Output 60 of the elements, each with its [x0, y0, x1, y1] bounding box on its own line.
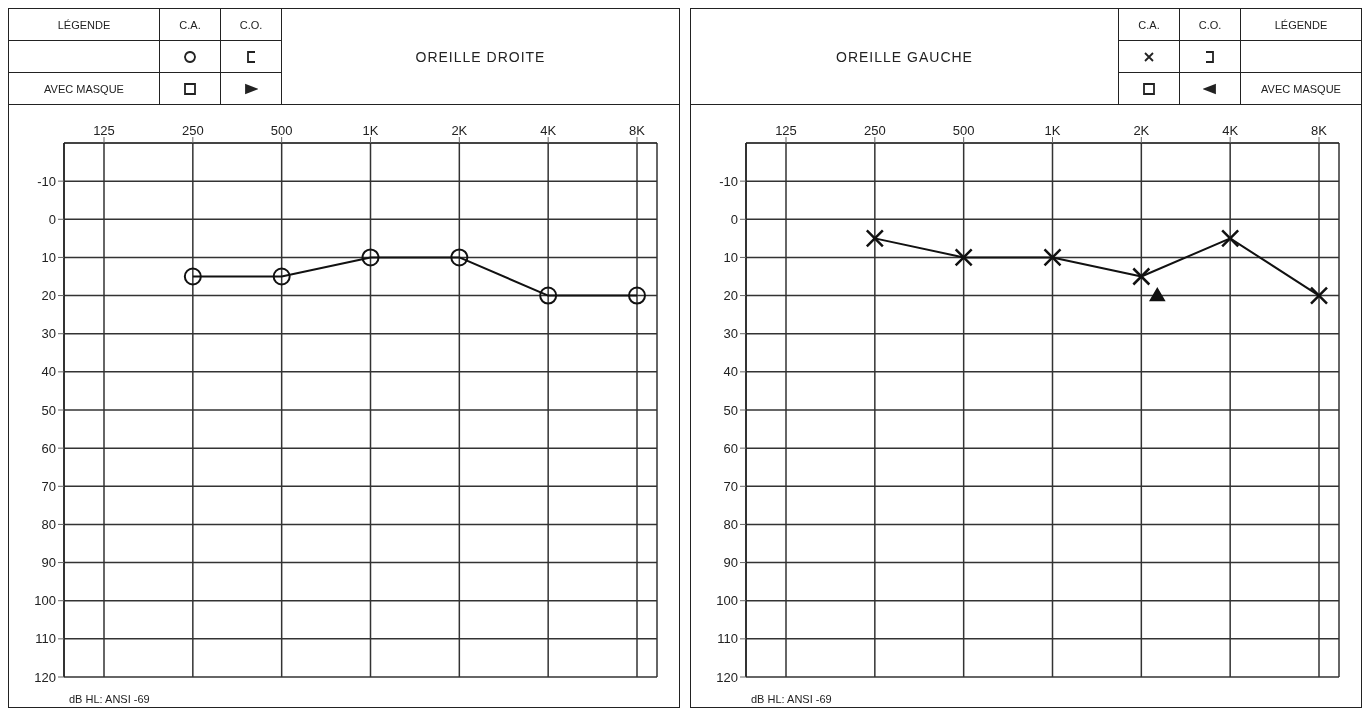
y-tick-label: 60 — [723, 440, 738, 456]
y-tick-label: 10 — [41, 250, 56, 266]
point — [183, 267, 202, 286]
y-tick-label: 10 — [723, 250, 738, 266]
point — [272, 267, 291, 286]
y-tick-label: 0 — [48, 211, 56, 227]
y-tick-label: 60 — [41, 440, 56, 456]
text: LÉGENDE — [1273, 17, 1329, 33]
text: C.A. — [1119, 9, 1180, 40]
y-tick-label: 90 — [723, 555, 738, 571]
text: dB HL: ANSI -69 — [69, 693, 150, 705]
point — [628, 286, 646, 305]
y-tick-label: 30 — [41, 326, 56, 342]
x-tick-label: 500 — [952, 123, 975, 138]
y-tick-label: 70 — [723, 478, 738, 494]
x-tick-label: 500 — [270, 123, 293, 138]
y-tick-label: 90 — [41, 555, 56, 571]
text: C.O. — [1180, 9, 1241, 40]
y-tick-label: 80 — [723, 517, 738, 533]
x-tick-label: 2K — [1133, 123, 1150, 138]
point — [361, 248, 380, 267]
text: C.A. — [160, 9, 221, 40]
x-tick-label: 125 — [93, 123, 115, 138]
y-tick-label: 110 — [35, 631, 56, 647]
text: C.O. — [238, 17, 264, 33]
x-tick-label: 1K — [362, 123, 379, 138]
x-tick-label: 8K — [1311, 123, 1328, 138]
x-tick-label: 4K — [1222, 123, 1239, 138]
chart-title: OREILLE DROITE — [414, 47, 547, 67]
y-tick-label: 50 — [723, 402, 738, 418]
y-tick-label: -10 — [37, 173, 56, 189]
y-tick-label: 100 — [716, 593, 738, 609]
x-tick-label: 1K — [1044, 123, 1061, 138]
y-tick-label: 100 — [34, 593, 56, 609]
text: AVEC MASQUE — [9, 73, 160, 104]
x-tick-label: 125 — [775, 123, 797, 138]
x-tick-label: 4K — [540, 123, 557, 138]
y-tick-label: 70 — [41, 478, 56, 494]
y-tick-label: -10 — [719, 173, 738, 189]
text: LÉGENDE — [9, 9, 160, 40]
y-tick-label: 40 — [41, 364, 56, 380]
text: AVEC MASQUE — [1260, 81, 1342, 97]
y-tick-label: 0 — [730, 211, 738, 227]
x-tick-label: 250 — [181, 123, 204, 138]
y-tick-label: 20 — [41, 288, 56, 304]
y-tick-label: 110 — [717, 631, 738, 647]
y-tick-label: 40 — [723, 364, 738, 380]
chart-title: OREILLE GAUCHE — [691, 9, 1119, 104]
point — [539, 286, 558, 305]
x-tick-label: 250 — [863, 123, 886, 138]
point — [450, 248, 469, 267]
x-tick-label: 2K — [451, 123, 468, 138]
y-tick-label: 30 — [723, 326, 738, 342]
x-tick-label: 8K — [629, 123, 646, 138]
y-tick-label: 20 — [723, 288, 738, 304]
y-tick-label: 80 — [41, 517, 56, 533]
text: dB HL: ANSI -69 — [751, 693, 832, 705]
y-tick-label: 120 — [716, 669, 738, 685]
y-tick-label: 120 — [34, 669, 56, 685]
y-tick-label: 50 — [41, 402, 56, 418]
